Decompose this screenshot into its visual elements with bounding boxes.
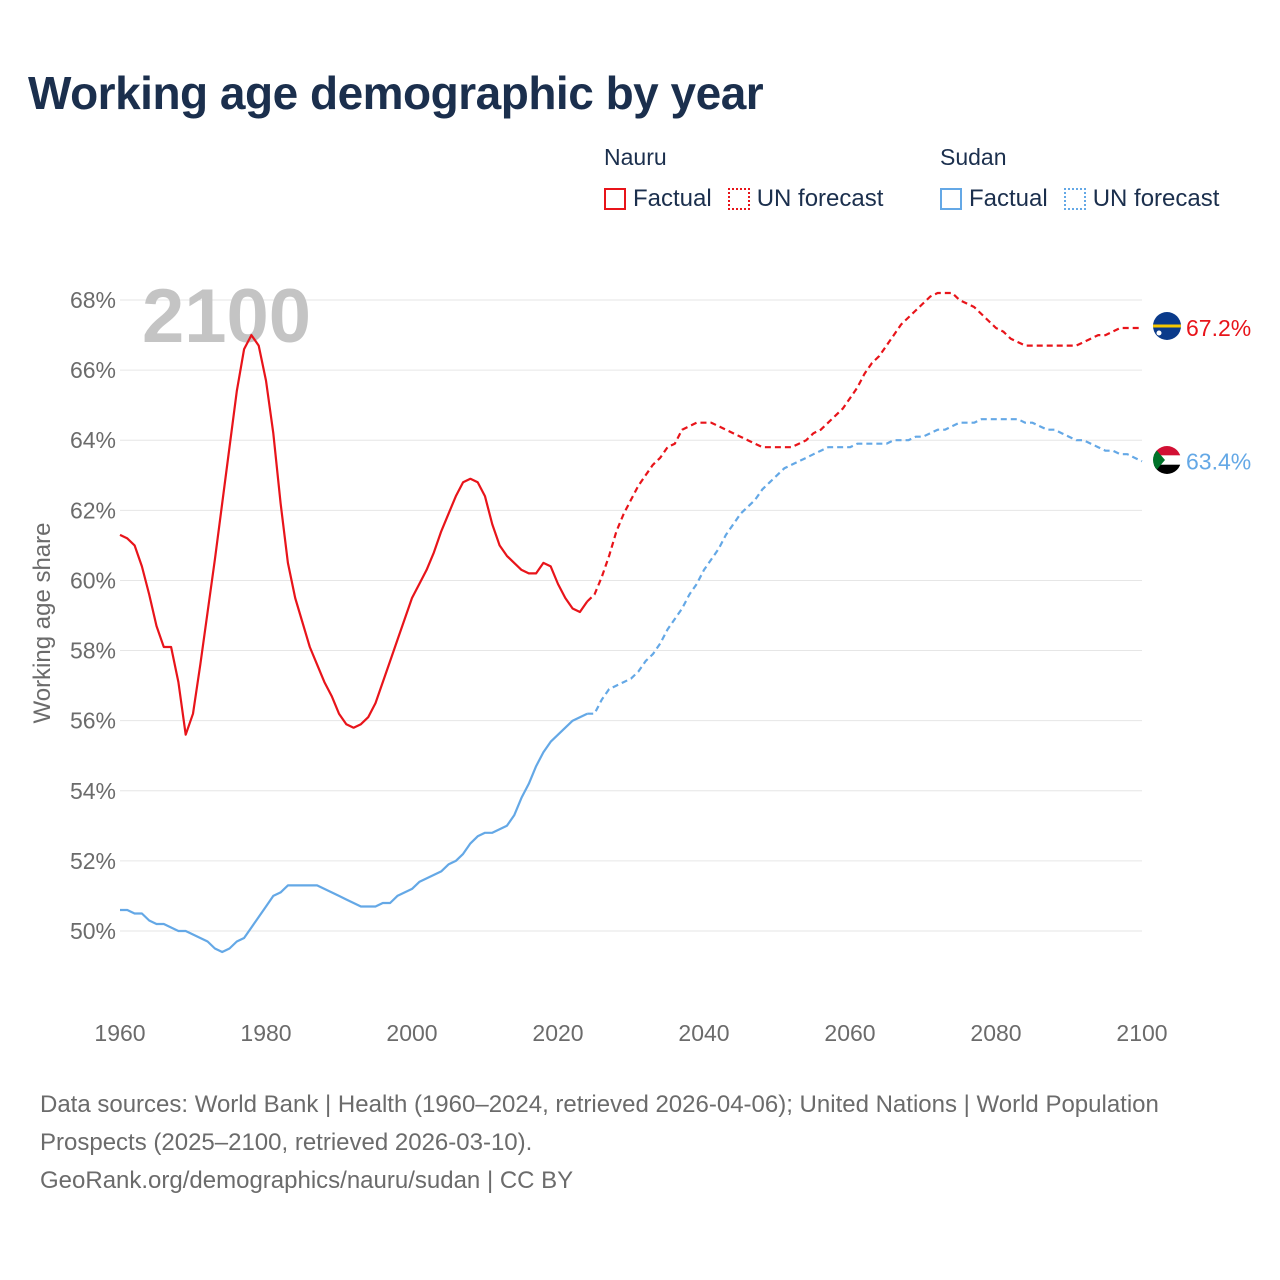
legend-item-forecast[interactable]: UN forecast: [727, 185, 884, 213]
end-label-layer: 67.2% 63.4%: [1186, 315, 1251, 474]
grid-layer: [120, 299, 1142, 932]
x-tick-label: 2020: [532, 1020, 583, 1046]
end-value-label-nauru: 67.2%: [1186, 315, 1251, 341]
legend-item-forecast[interactable]: UN forecast: [1063, 185, 1220, 213]
y-tick-label: 58%: [70, 638, 116, 664]
legend-swatch-dotted: [1063, 188, 1086, 210]
legend-heading: Nauru: [604, 144, 667, 170]
y-tick-label: 66%: [70, 357, 116, 383]
series-line-sudan-factual: [120, 712, 588, 954]
x-tick-label: 2060: [824, 1020, 875, 1046]
legend-swatch-solid: [940, 188, 962, 210]
legend-label: Factual: [969, 185, 1048, 212]
legend-item-factual[interactable]: Factual: [604, 185, 712, 213]
legend-swatch-solid: [604, 188, 626, 210]
legend-group-sudan: Sudan Factual UN forecast: [940, 144, 1235, 213]
legend-label: UN forecast: [1092, 185, 1220, 212]
x-tick-label: 2000: [386, 1020, 437, 1046]
legend-item-factual[interactable]: Factual: [940, 185, 1048, 213]
legend-label: Factual: [633, 185, 712, 212]
y-tick-label: 54%: [70, 778, 116, 804]
x-tick-label: 1980: [240, 1020, 291, 1046]
x-tick-label: 2040: [678, 1020, 729, 1046]
data-sources: Data sources: World Bank | Health (1960–…: [40, 1091, 1159, 1156]
nauru-flag-icon: [1153, 312, 1181, 340]
line-chart: 2100 Working age share 50% 52% 54% 56% 58% 60…: [29, 274, 1251, 1046]
x-tick-label: 1960: [94, 1020, 145, 1046]
tick-layer: 50% 52% 54% 56% 58% 60% 62% 64% 66% 68% 1960 1980 20…: [70, 287, 1168, 1046]
legend-group-nauru: Nauru Factual UN forecast: [604, 144, 899, 213]
x-tick-label: 2100: [1116, 1020, 1167, 1046]
credit-link[interactable]: GeoRank.org/demographics/nauru/sudan | C…: [40, 1167, 574, 1194]
x-tick-label: 2080: [970, 1020, 1021, 1046]
series-line-sudan-forecast: [587, 418, 1143, 715]
y-tick-label: 52%: [70, 848, 116, 874]
series-line-nauru-forecast: [586, 291, 1142, 603]
sudan-flag-icon: [1153, 446, 1181, 474]
end-value-label-sudan: 63.4%: [1186, 448, 1251, 474]
footer: Data sources: World Bank | Health (1960–…: [40, 1086, 1220, 1200]
series-line-nauru-factual: [119, 334, 589, 736]
y-tick-label: 68%: [70, 287, 116, 313]
y-tick-label: 56%: [70, 708, 116, 734]
series-layer: [119, 291, 1143, 954]
year-watermark: 2100: [142, 274, 311, 359]
y-tick-label: 50%: [70, 918, 116, 944]
y-tick-label: 60%: [70, 567, 116, 593]
y-axis-label: Working age share: [29, 523, 56, 724]
legend-swatch-dotted: [727, 188, 750, 210]
y-tick-label: 64%: [70, 427, 116, 453]
legend-label: UN forecast: [756, 185, 884, 212]
legend-heading: Sudan: [940, 144, 1007, 170]
chart-title: Working age demographic by year: [28, 67, 764, 119]
y-tick-label: 62%: [70, 497, 116, 523]
